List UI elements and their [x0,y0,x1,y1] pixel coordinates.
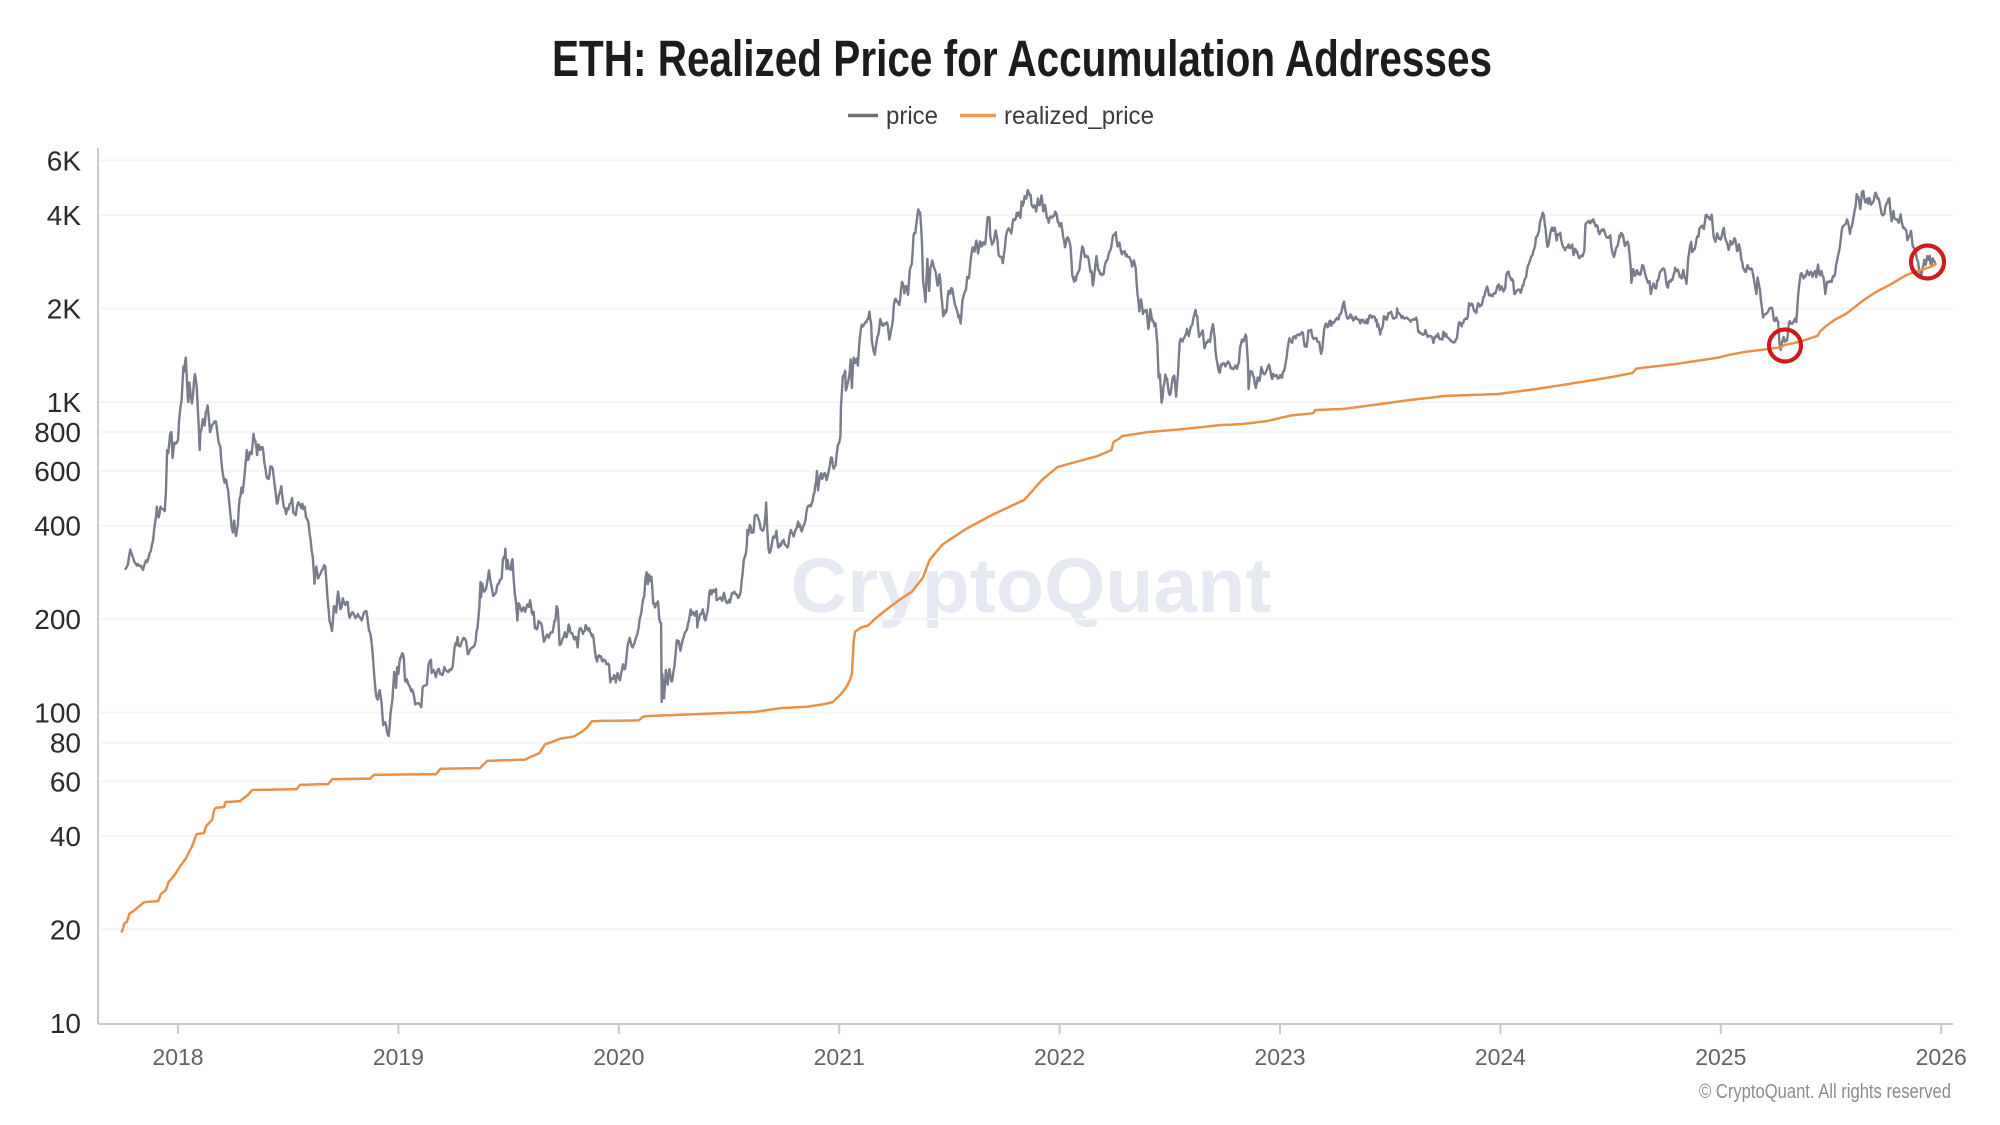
svg-text:2018: 2018 [152,1044,203,1070]
svg-text:200: 200 [34,604,81,635]
svg-text:CryptoQuant: CryptoQuant [791,543,1272,629]
svg-text:2K: 2K [47,294,82,325]
svg-text:© CryptoQuant. All rights rese: © CryptoQuant. All rights reserved [1699,1081,1951,1103]
svg-text:1K: 1K [47,387,82,418]
svg-text:price: price [886,102,938,130]
svg-text:2026: 2026 [1916,1044,1967,1070]
svg-text:realized_price: realized_price [1004,102,1154,130]
svg-text:60: 60 [50,766,81,797]
svg-text:800: 800 [34,417,81,448]
svg-text:2022: 2022 [1034,1044,1085,1070]
svg-text:2021: 2021 [814,1044,865,1070]
svg-text:6K: 6K [47,145,82,176]
svg-text:4K: 4K [47,200,82,231]
svg-text:2024: 2024 [1475,1044,1526,1070]
svg-text:20: 20 [50,915,81,946]
svg-text:2023: 2023 [1254,1044,1305,1070]
svg-text:2025: 2025 [1695,1044,1746,1070]
svg-text:40: 40 [50,821,81,852]
svg-text:600: 600 [34,456,81,487]
svg-text:80: 80 [50,728,81,759]
svg-text:100: 100 [34,698,81,729]
svg-text:400: 400 [34,511,81,542]
svg-text:10: 10 [50,1008,81,1039]
svg-text:2020: 2020 [593,1044,644,1070]
svg-text:2019: 2019 [373,1044,424,1070]
svg-text:ETH: Realized Price for Accumu: ETH: Realized Price for Accumulation Add… [552,30,1492,87]
